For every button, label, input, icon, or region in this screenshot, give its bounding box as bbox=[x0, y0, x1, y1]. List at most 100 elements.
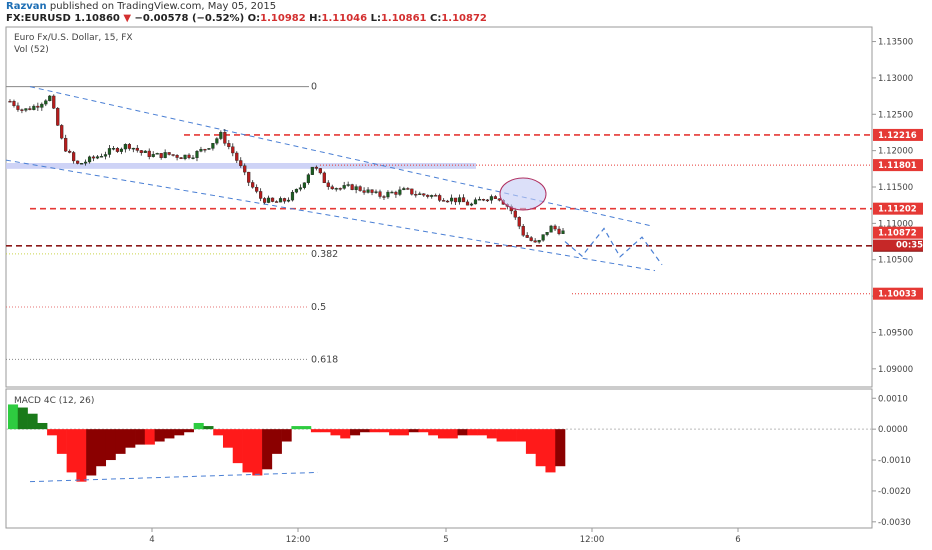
candle-body bbox=[473, 199, 478, 205]
fib-label-0.618: 0.618 bbox=[311, 354, 338, 365]
candle-body bbox=[410, 188, 414, 195]
candle-body bbox=[529, 237, 533, 241]
candle-body bbox=[438, 195, 442, 201]
macd-bar bbox=[545, 429, 556, 473]
candle-body bbox=[251, 182, 255, 188]
candle-body bbox=[95, 156, 100, 159]
candle-body bbox=[362, 190, 366, 193]
candle-body bbox=[179, 157, 183, 160]
last-price-tag-label: 1.10872 bbox=[878, 229, 917, 239]
macd-pane[interactable] bbox=[5, 388, 873, 529]
open-value: 1.10982 bbox=[260, 13, 306, 24]
low-label: L: bbox=[370, 13, 381, 24]
candle-body bbox=[461, 197, 466, 203]
candle-body bbox=[426, 194, 430, 197]
symbol-line: FX:EURUSD 1.10860 ▼ −0.00578 (−0.52%) O:… bbox=[6, 13, 487, 24]
macd-bar bbox=[496, 429, 507, 442]
candle-body bbox=[382, 196, 386, 198]
macd-bar bbox=[125, 429, 136, 448]
level-tag bbox=[873, 202, 923, 215]
price-axis-label: 1.12500 bbox=[878, 110, 913, 120]
macd-bar bbox=[203, 426, 214, 430]
author-link[interactable]: Razvan bbox=[6, 1, 47, 12]
candle-body bbox=[310, 166, 314, 175]
candle-body bbox=[497, 198, 501, 201]
candle-body bbox=[342, 185, 346, 189]
candle-body bbox=[139, 150, 143, 153]
candle-body bbox=[414, 193, 418, 196]
candle-body bbox=[290, 191, 295, 201]
macd-bar bbox=[222, 429, 234, 448]
candle-body bbox=[191, 157, 195, 159]
macd-bar bbox=[271, 429, 282, 454]
candle-body bbox=[155, 153, 159, 155]
candle-body bbox=[175, 154, 179, 158]
candle-body bbox=[83, 161, 88, 164]
symbol-name[interactable]: FX:EURUSD bbox=[6, 13, 71, 24]
candle-body bbox=[330, 186, 334, 190]
macd-bar bbox=[437, 429, 449, 439]
macd-bar bbox=[486, 429, 497, 439]
candle-body bbox=[163, 152, 167, 158]
level-tag-label: 1.11801 bbox=[878, 161, 917, 171]
candle-body bbox=[561, 230, 565, 234]
macd-axis-label: -0.0010 bbox=[878, 456, 911, 466]
candle-body bbox=[453, 197, 458, 203]
candle-body bbox=[24, 108, 28, 111]
macd-bar bbox=[95, 429, 107, 467]
low-value: 1.10861 bbox=[380, 13, 427, 24]
macd-bar bbox=[105, 429, 116, 461]
countdown-tag-label: 00:35 bbox=[896, 241, 923, 251]
candle-body bbox=[533, 240, 537, 243]
macd-bar bbox=[144, 429, 155, 445]
price-axis-label: 1.11000 bbox=[878, 219, 913, 229]
macd-bar bbox=[47, 429, 58, 436]
price-axis-label: 1.09000 bbox=[878, 365, 913, 375]
price-pane[interactable] bbox=[5, 26, 873, 388]
macd-bar bbox=[340, 429, 351, 439]
candle-body bbox=[159, 153, 163, 158]
macd-bar bbox=[350, 429, 361, 436]
time-axis-label: 5 bbox=[443, 535, 448, 545]
down-arrow-icon: ▼ bbox=[123, 13, 132, 24]
candle-body bbox=[207, 148, 211, 150]
macd-bar bbox=[154, 429, 165, 442]
candle-body bbox=[477, 199, 482, 201]
candle-body bbox=[36, 105, 40, 108]
countdown-tag bbox=[873, 239, 923, 251]
macd-bar bbox=[535, 429, 546, 467]
macd-bar bbox=[555, 429, 566, 467]
candle-body bbox=[127, 144, 131, 149]
candle-body bbox=[294, 188, 299, 193]
candle-body bbox=[199, 148, 203, 152]
candle-body bbox=[318, 168, 322, 174]
breakout-highlight-ellipse bbox=[499, 177, 547, 211]
candle-body bbox=[91, 156, 96, 159]
candle-body bbox=[541, 234, 545, 241]
macd-bar bbox=[291, 426, 302, 430]
candle-body bbox=[8, 100, 12, 103]
candle-body bbox=[302, 182, 306, 188]
candle-body bbox=[450, 197, 454, 202]
last-price-tag bbox=[873, 226, 923, 239]
candle-body bbox=[457, 197, 462, 203]
projection-path bbox=[564, 227, 663, 266]
candle-body bbox=[549, 225, 553, 233]
macd-bar bbox=[369, 429, 380, 433]
macd-bar bbox=[252, 429, 263, 476]
level-tag bbox=[873, 287, 923, 300]
candle-body bbox=[99, 156, 104, 158]
candle-body bbox=[219, 132, 223, 139]
macd-panel-title: MACD 4C (12, 26) bbox=[14, 396, 94, 406]
publish-line: Razvan published on TradingView.com, May… bbox=[6, 1, 276, 12]
candle-body bbox=[131, 147, 135, 150]
open-label: O: bbox=[247, 13, 261, 24]
candle-body bbox=[48, 95, 52, 101]
level-tag-label: 1.12216 bbox=[878, 131, 917, 141]
candle-body bbox=[346, 184, 350, 186]
macd-axis-label: 0.0010 bbox=[878, 394, 908, 404]
candle-body bbox=[366, 189, 370, 193]
candle-body bbox=[286, 199, 291, 202]
price-axis-label: 1.11500 bbox=[878, 183, 913, 193]
